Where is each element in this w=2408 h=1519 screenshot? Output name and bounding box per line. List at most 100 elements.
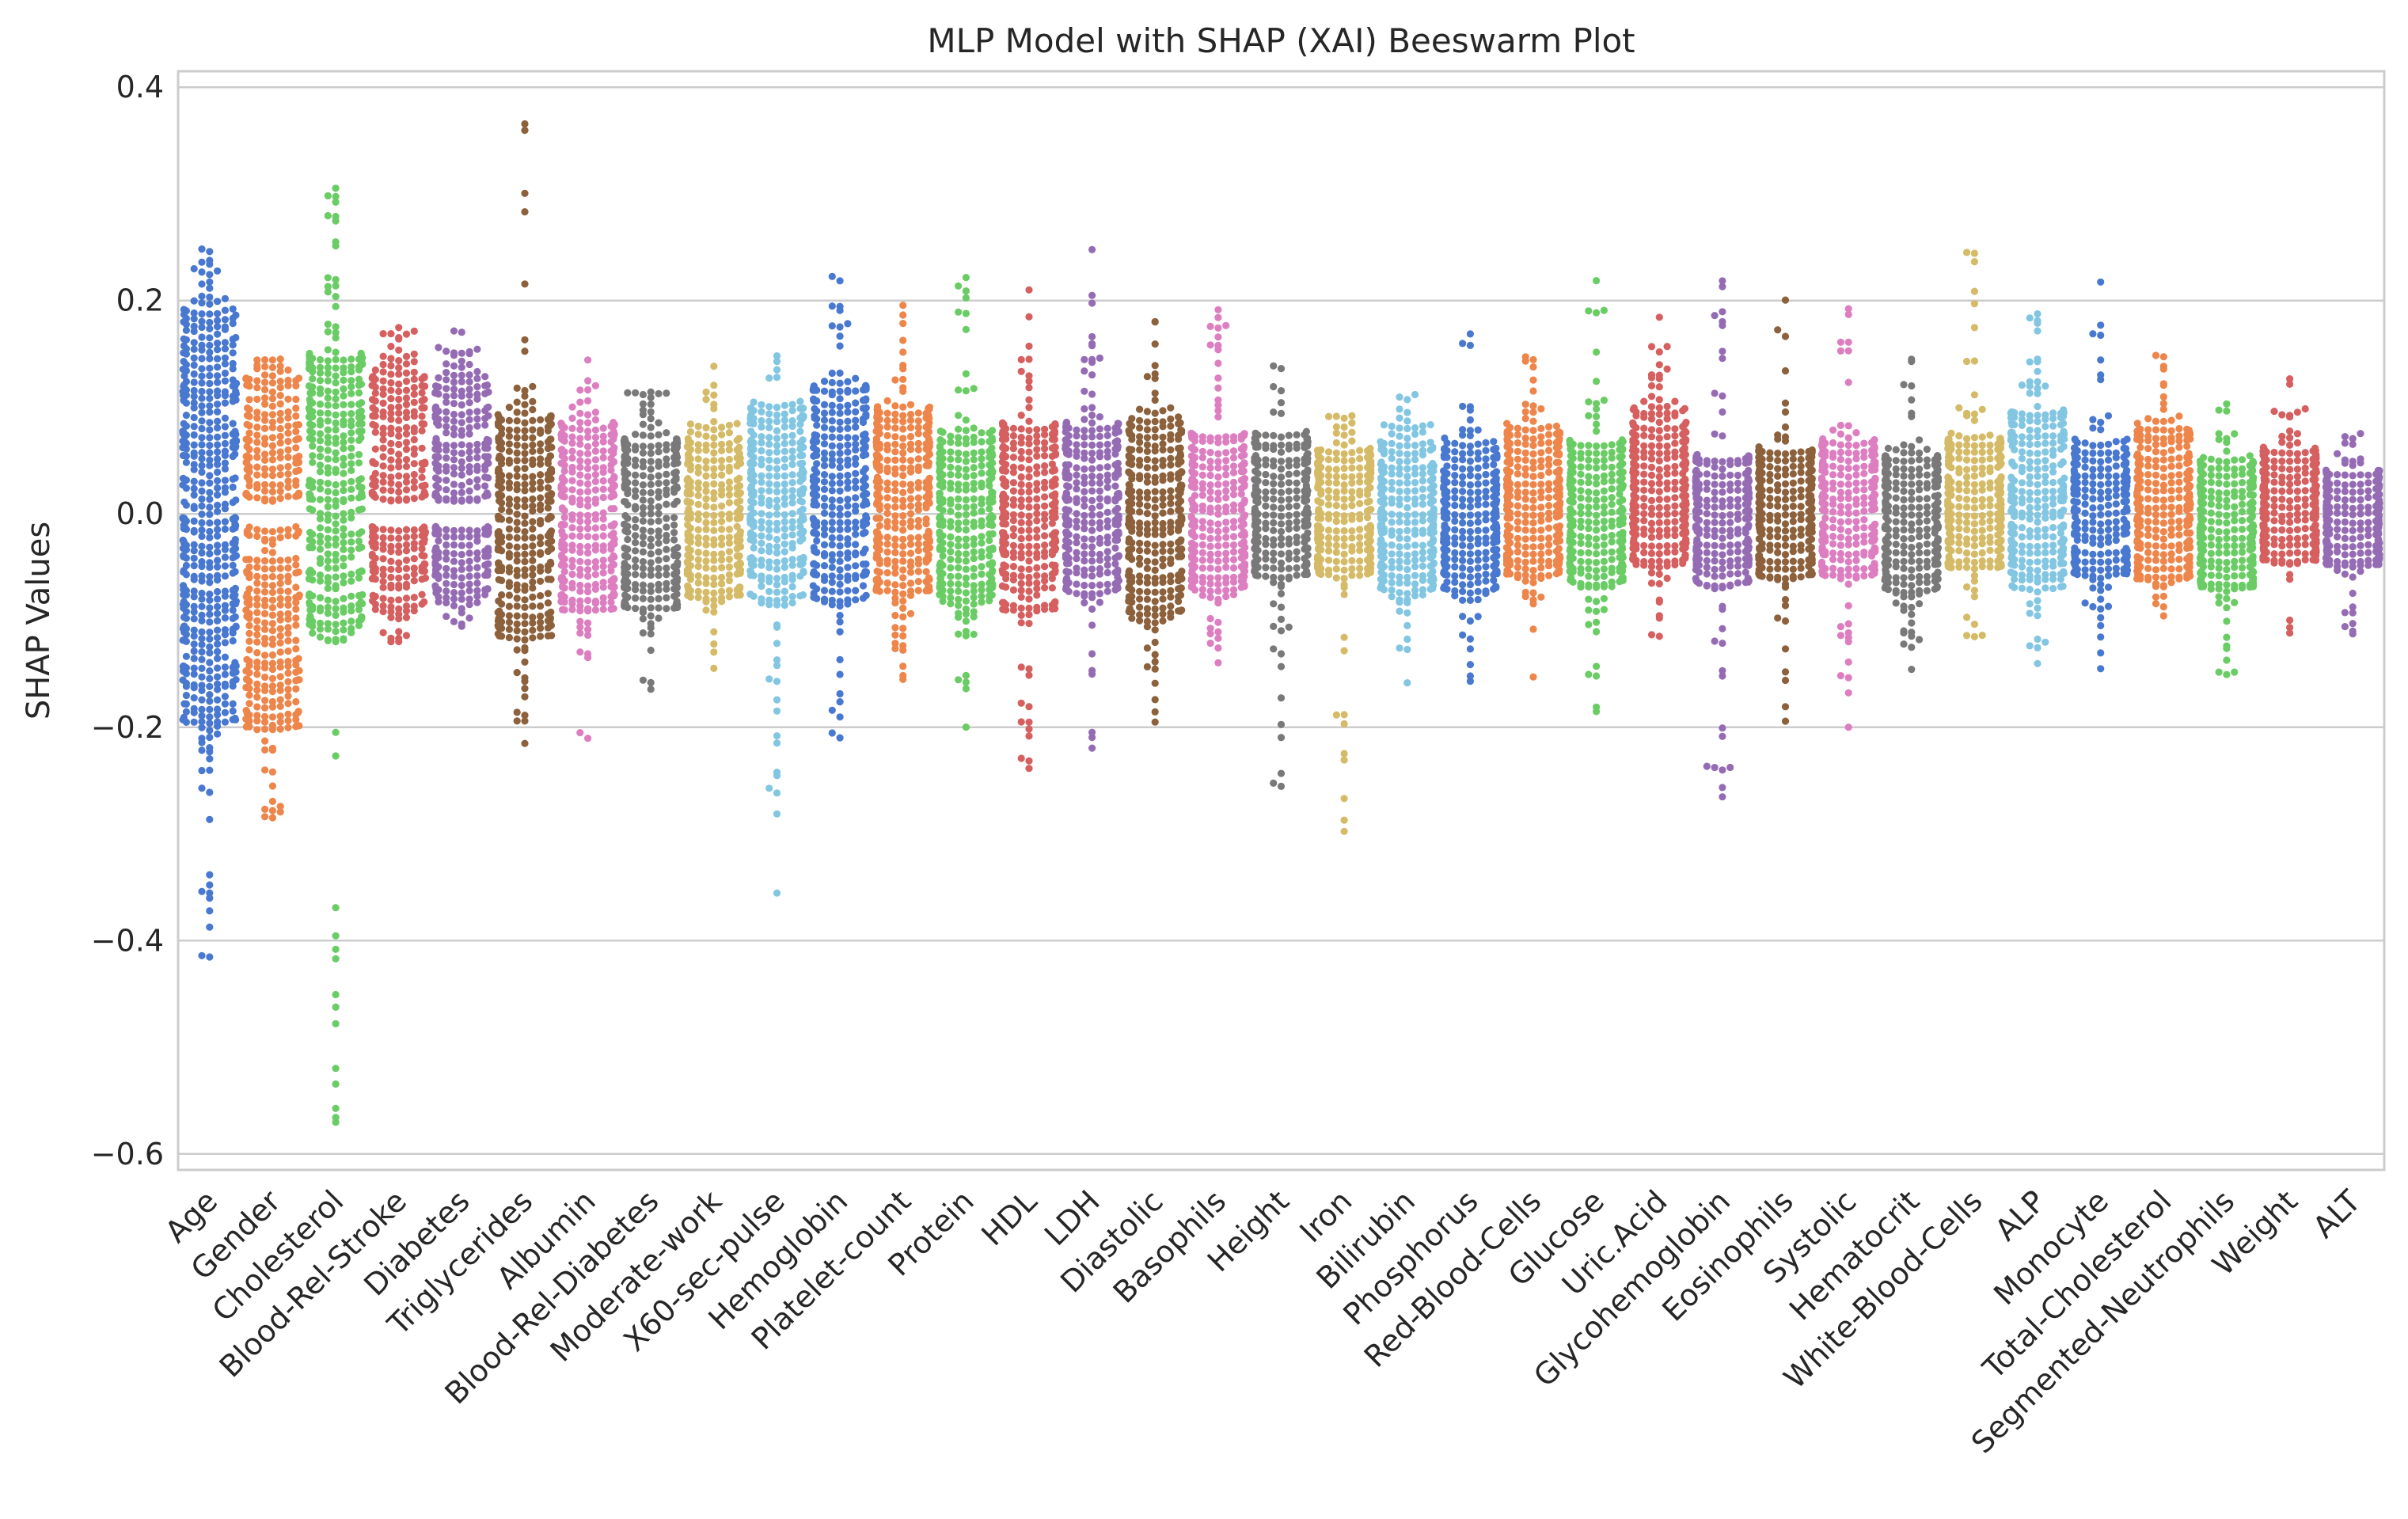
data-point xyxy=(442,555,450,563)
data-point xyxy=(1151,396,1159,404)
data-point xyxy=(663,479,670,487)
data-point xyxy=(198,387,206,396)
data-point xyxy=(655,594,663,603)
data-point xyxy=(465,350,473,358)
data-point xyxy=(788,431,796,439)
data-point xyxy=(1063,482,1071,490)
data-point xyxy=(513,434,521,442)
data-point xyxy=(962,440,970,448)
data-point xyxy=(1096,581,1103,589)
data-point xyxy=(710,418,718,426)
data-point xyxy=(1167,435,1175,443)
data-point xyxy=(1096,453,1103,461)
data-point xyxy=(1041,502,1049,510)
data-point xyxy=(591,477,600,486)
data-point xyxy=(340,572,348,580)
data-point xyxy=(1111,544,1119,553)
data-point xyxy=(746,591,754,598)
data-point xyxy=(432,435,440,442)
data-point xyxy=(836,387,844,395)
data-point xyxy=(358,567,366,575)
data-point xyxy=(828,322,836,330)
data-point xyxy=(268,659,276,667)
data-point xyxy=(576,587,584,595)
data-point xyxy=(899,375,907,383)
data-point xyxy=(765,472,773,480)
data-point xyxy=(537,602,545,610)
data-point xyxy=(1009,563,1017,571)
data-point xyxy=(1088,427,1096,435)
data-point xyxy=(844,564,852,572)
data-point xyxy=(179,676,187,684)
data-point xyxy=(988,450,996,458)
data-point xyxy=(873,412,881,420)
data-point xyxy=(735,450,743,458)
data-point xyxy=(610,505,618,513)
data-point xyxy=(442,526,450,534)
data-point xyxy=(309,374,317,383)
data-point xyxy=(358,399,366,407)
data-point xyxy=(206,788,214,796)
data-point xyxy=(548,537,556,545)
data-point xyxy=(206,713,214,721)
data-point xyxy=(773,448,781,456)
data-point xyxy=(198,682,206,689)
data-point xyxy=(836,734,844,742)
data-point xyxy=(232,545,240,553)
data-point xyxy=(906,502,915,511)
data-point xyxy=(820,409,829,417)
data-point xyxy=(245,691,253,699)
data-point xyxy=(1088,371,1096,379)
data-point xyxy=(702,606,710,614)
data-point xyxy=(607,567,615,575)
data-point xyxy=(190,393,198,401)
data-point xyxy=(788,471,796,479)
data-point xyxy=(947,455,955,463)
data-point xyxy=(584,558,592,567)
data-point xyxy=(465,378,473,385)
data-point xyxy=(873,420,881,427)
data-point xyxy=(773,465,781,473)
data-point xyxy=(733,420,741,427)
data-point xyxy=(450,526,458,535)
data-point xyxy=(558,489,566,497)
data-point xyxy=(179,365,187,374)
data-point xyxy=(1088,332,1096,340)
data-point xyxy=(465,587,473,594)
data-point xyxy=(450,327,458,335)
data-point xyxy=(306,606,314,614)
data-point xyxy=(190,441,198,449)
data-point xyxy=(781,511,788,518)
data-point xyxy=(284,678,292,685)
data-point xyxy=(198,310,206,318)
data-point xyxy=(955,556,963,564)
data-point xyxy=(1017,488,1025,496)
data-point xyxy=(402,526,411,534)
data-point xyxy=(206,591,214,598)
data-point xyxy=(1167,507,1175,515)
data-point xyxy=(253,431,261,439)
data-point xyxy=(190,554,198,562)
data-point xyxy=(276,808,284,816)
data-point xyxy=(198,572,206,580)
data-point xyxy=(253,693,261,701)
data-point xyxy=(395,472,403,480)
data-point xyxy=(758,446,765,455)
data-point xyxy=(718,457,726,465)
data-point xyxy=(316,363,325,371)
data-point xyxy=(243,613,251,621)
data-point xyxy=(1048,550,1056,559)
data-point xyxy=(599,523,607,532)
data-point xyxy=(332,184,340,192)
data-point xyxy=(180,358,188,366)
data-point xyxy=(1115,528,1122,537)
data-point xyxy=(673,498,681,506)
data-point xyxy=(435,344,442,351)
data-point xyxy=(1025,417,1033,425)
data-point xyxy=(899,604,907,613)
data-point xyxy=(387,473,395,481)
data-point xyxy=(663,470,670,478)
data-point xyxy=(836,425,844,434)
data-point xyxy=(206,618,214,626)
data-point xyxy=(694,431,702,439)
